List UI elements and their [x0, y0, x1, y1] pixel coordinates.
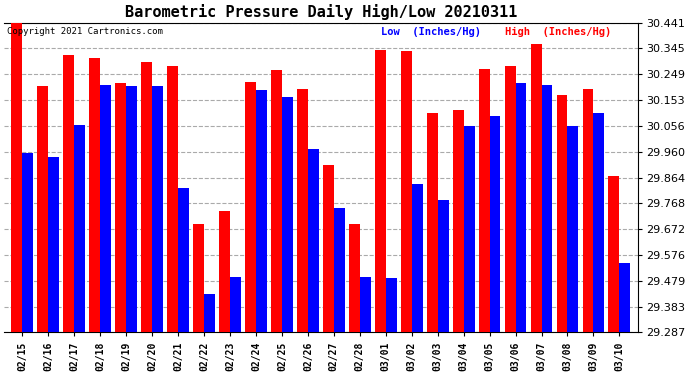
Bar: [412, 184, 422, 332]
Bar: [609, 176, 620, 332]
Bar: [115, 83, 126, 332]
Text: High  (Inches/Hg): High (Inches/Hg): [504, 27, 611, 38]
Bar: [63, 55, 75, 332]
Bar: [37, 86, 48, 332]
Bar: [152, 86, 163, 332]
Text: Copyright 2021 Cartronics.com: Copyright 2021 Cartronics.com: [8, 27, 164, 36]
Bar: [308, 149, 319, 332]
Bar: [359, 277, 371, 332]
Bar: [557, 96, 567, 332]
Bar: [245, 82, 256, 332]
Bar: [22, 153, 33, 332]
Bar: [582, 89, 593, 332]
Bar: [515, 83, 526, 332]
Bar: [282, 97, 293, 332]
Bar: [375, 50, 386, 332]
Bar: [427, 113, 437, 332]
Bar: [100, 85, 111, 332]
Bar: [334, 208, 345, 332]
Bar: [271, 70, 282, 332]
Bar: [620, 263, 630, 332]
Bar: [126, 86, 137, 332]
Bar: [453, 110, 464, 332]
Bar: [297, 89, 308, 332]
Bar: [386, 278, 397, 332]
Bar: [542, 85, 553, 332]
Bar: [204, 294, 215, 332]
Bar: [230, 277, 241, 332]
Bar: [401, 51, 412, 332]
Bar: [490, 116, 500, 332]
Bar: [193, 224, 204, 332]
Title: Barometric Pressure Daily High/Low 20210311: Barometric Pressure Daily High/Low 20210…: [125, 4, 517, 20]
Bar: [167, 66, 178, 332]
Bar: [75, 125, 85, 332]
Bar: [219, 211, 230, 332]
Bar: [323, 165, 334, 332]
Bar: [256, 90, 267, 332]
Text: Low  (Inches/Hg): Low (Inches/Hg): [381, 27, 481, 38]
Bar: [48, 157, 59, 332]
Bar: [504, 66, 515, 332]
Bar: [178, 188, 189, 332]
Bar: [437, 200, 448, 332]
Bar: [479, 69, 490, 332]
Bar: [89, 58, 100, 332]
Bar: [593, 113, 604, 332]
Bar: [141, 62, 152, 332]
Bar: [567, 126, 578, 332]
Bar: [349, 224, 359, 332]
Bar: [464, 126, 475, 332]
Bar: [531, 45, 542, 332]
Bar: [12, 23, 22, 332]
